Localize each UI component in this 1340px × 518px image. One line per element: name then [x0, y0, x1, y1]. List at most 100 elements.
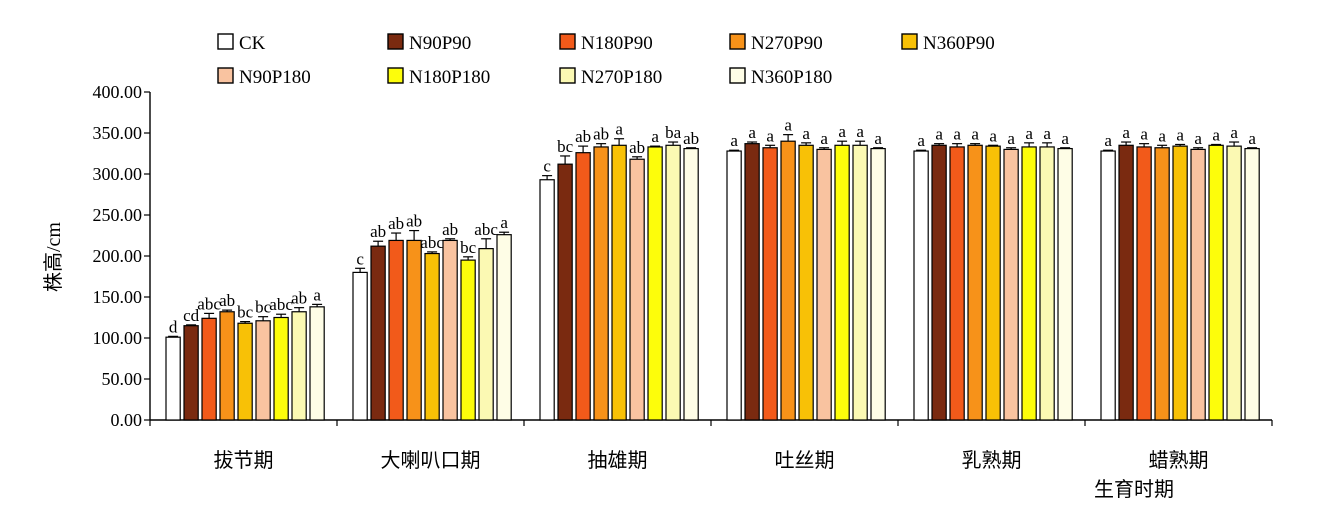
significance-label: c: [356, 249, 364, 268]
y-tick-label: 0.00: [111, 410, 143, 430]
significance-label: a: [1025, 124, 1033, 143]
bar: [1003, 148, 1019, 421]
bar: [949, 146, 965, 421]
bar: [931, 144, 947, 421]
significance-label: ab: [442, 220, 458, 239]
significance-label: a: [313, 285, 321, 304]
significance-label: a: [874, 129, 882, 148]
bar: [219, 311, 235, 421]
significance-label: abc: [474, 220, 498, 239]
significance-label: bc: [237, 303, 254, 322]
significance-label: a: [971, 125, 979, 144]
bar: [967, 144, 983, 421]
legend-swatch: [387, 33, 404, 50]
x-axis: 拔节期 大喇叭口期 抽雄期 吐丝期 乳熟期 蜡熟期: [149, 419, 1273, 472]
significance-label: a: [917, 131, 925, 150]
y-axis-title: 株高/cm: [42, 222, 65, 292]
bar: [816, 148, 832, 421]
bar: [201, 317, 217, 421]
y-tick-label: 300.00: [93, 164, 143, 184]
bar: [291, 311, 307, 421]
bar: [424, 252, 440, 421]
legend-label: N270P90: [751, 33, 823, 54]
legend-label: N90P90: [409, 33, 471, 54]
bar: [1039, 146, 1055, 421]
significance-label: bc: [557, 137, 574, 156]
legend: CK N90P90 N180P90 N270P90 N360P90 N90P180 N180…: [217, 33, 995, 88]
bar: [1190, 148, 1206, 421]
y-tick-label: 150.00: [93, 287, 143, 307]
significance-label: a: [730, 131, 738, 150]
legend-label: N180P180: [409, 67, 490, 88]
bar: [1208, 144, 1224, 421]
bar: [183, 325, 199, 421]
y-tick-label: 50.00: [102, 369, 143, 389]
significance-label: a: [820, 129, 828, 148]
significance-label: ab: [219, 291, 235, 310]
legend-label: N180P90: [581, 33, 653, 54]
bar: [1100, 150, 1116, 421]
bar: [913, 150, 929, 421]
bar: [1057, 147, 1073, 421]
y-tick-label: 200.00: [93, 246, 143, 266]
bar: [575, 152, 591, 421]
significance-label: a: [1158, 126, 1166, 145]
significance-label: c: [543, 157, 551, 176]
bar: [744, 143, 760, 421]
bar: [985, 145, 1001, 421]
bar: [1172, 145, 1188, 421]
bar: [460, 259, 476, 421]
y-tick-label: 250.00: [93, 205, 143, 225]
significance-label: a: [1176, 125, 1184, 144]
bar: [593, 146, 609, 421]
bar: [762, 147, 778, 421]
significance-label: a: [784, 116, 792, 135]
bar: [273, 316, 289, 421]
x-category-label: 拔节期: [214, 449, 274, 472]
significance-label: a: [615, 120, 623, 139]
significance-label: a: [1007, 129, 1015, 148]
significance-label: ab: [370, 222, 386, 241]
legend-label: CK: [239, 33, 266, 54]
significance-label: bc: [255, 298, 272, 317]
bar: [478, 248, 494, 421]
significance-label: a: [748, 123, 756, 142]
legend-label: N270P180: [581, 67, 662, 88]
significance-label: bc: [460, 238, 477, 257]
significance-label: ab: [388, 214, 404, 233]
bar: [1021, 146, 1037, 421]
bar: [683, 147, 699, 421]
significance-label: abc: [269, 295, 293, 314]
significance-label: a: [1043, 124, 1051, 143]
bar: [237, 322, 253, 421]
legend-swatch: [729, 67, 746, 84]
significance-label: a: [838, 122, 846, 141]
legend-label: N360P90: [923, 33, 995, 54]
bar: [611, 144, 627, 421]
significance-label: a: [953, 125, 961, 144]
bar: [852, 144, 868, 421]
bar: [496, 234, 512, 421]
significance-label: a: [802, 124, 810, 143]
bar: [647, 146, 663, 421]
significance-label: ab: [575, 127, 591, 146]
significance-label: ab: [291, 289, 307, 308]
bar: [442, 239, 458, 421]
x-axis-title: 生育时期: [1094, 478, 1174, 501]
significance-label: a: [935, 125, 943, 144]
significance-label: ba: [665, 123, 682, 142]
bar: [798, 144, 814, 421]
legend-swatch: [217, 67, 234, 84]
bar: [388, 239, 404, 421]
bar: [1154, 147, 1170, 421]
bar: [1136, 146, 1152, 421]
y-tick-label: 100.00: [93, 328, 143, 348]
x-category-label: 大喇叭口期: [381, 449, 481, 472]
x-category-label: 蜡熟期: [1149, 449, 1209, 472]
bar: [1118, 144, 1134, 421]
legend-swatch: [559, 67, 576, 84]
bar: [1244, 147, 1260, 421]
bar: [1226, 145, 1242, 421]
bar: [665, 144, 681, 421]
